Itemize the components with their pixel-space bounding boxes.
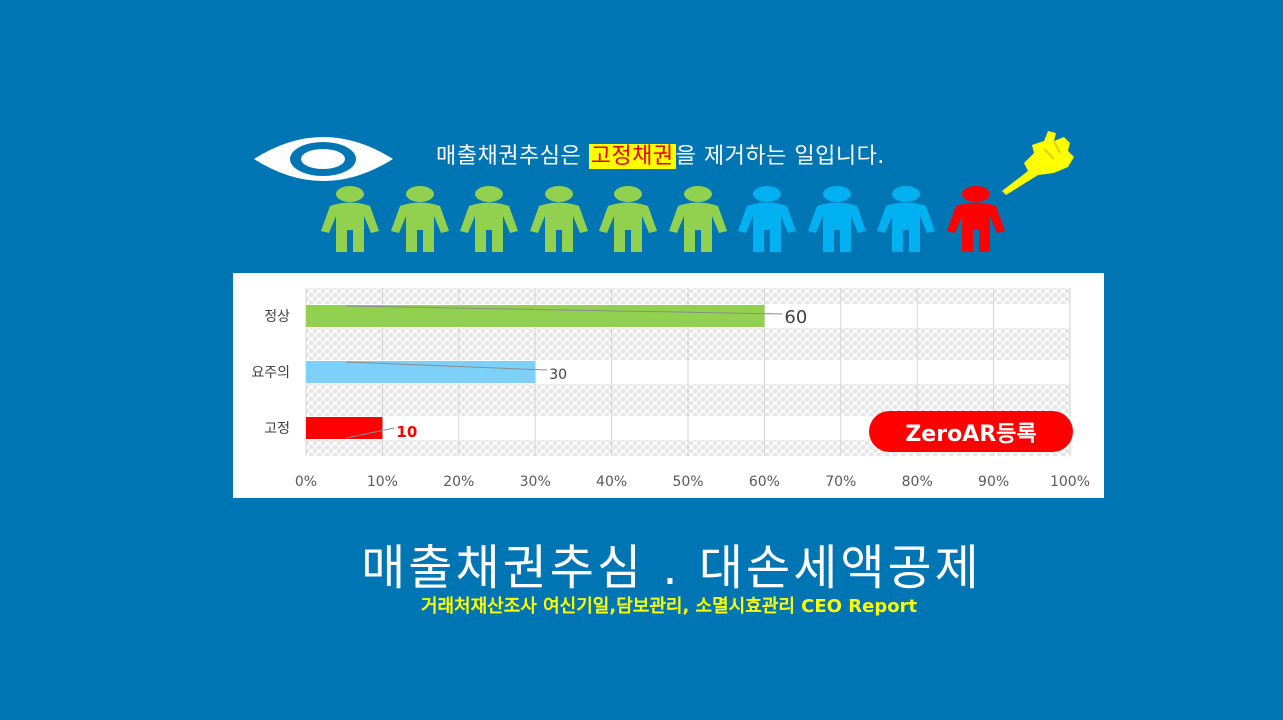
leader-line bbox=[345, 305, 783, 315]
leader-line bbox=[345, 427, 395, 439]
person-icon bbox=[460, 186, 518, 252]
person-icon bbox=[668, 186, 727, 252]
person-icon bbox=[599, 186, 657, 252]
zeroar-register-label: ZeroAR등록 bbox=[905, 421, 1037, 447]
x-tick-label: 30% bbox=[520, 474, 551, 490]
person-icon bbox=[946, 186, 1005, 252]
x-tick-label: 60% bbox=[749, 474, 780, 490]
category-label: 정상 bbox=[264, 309, 290, 325]
x-tick-label: 90% bbox=[978, 474, 1009, 490]
x-tick-label: 0% bbox=[295, 474, 317, 490]
leader-line bbox=[345, 361, 548, 371]
person-icon bbox=[321, 186, 379, 252]
x-tick-label: 100% bbox=[1050, 474, 1090, 490]
person-icon bbox=[807, 186, 866, 252]
people-row bbox=[320, 186, 1010, 254]
x-tick-label: 50% bbox=[672, 474, 703, 490]
data-label: 10 bbox=[396, 423, 417, 441]
headline-before: 매출채권추심은 bbox=[436, 144, 589, 169]
category-label: 요주의 bbox=[251, 365, 290, 381]
subtitle: 거래처재산조사 여신기일,담보관리, 소멸시효관리 CEO Report bbox=[420, 596, 918, 617]
bar bbox=[306, 361, 536, 383]
headline: 매출채권추심은 고정채권을 제거하는 일입니다. bbox=[436, 138, 885, 170]
person-icon bbox=[529, 186, 588, 252]
zeroar-register-button[interactable]: ZeroAR등록 bbox=[869, 411, 1073, 452]
x-tick-label: 80% bbox=[902, 474, 933, 490]
x-tick-label: 10% bbox=[367, 474, 398, 490]
x-tick-label: 20% bbox=[443, 474, 474, 490]
data-label: 60 bbox=[784, 307, 807, 328]
person-icon bbox=[390, 186, 449, 252]
main-title: 매출채권추심 . 대손세액공제 bbox=[361, 540, 982, 596]
eye-icon bbox=[254, 137, 393, 181]
person-icon bbox=[738, 186, 796, 252]
bar-chart-svg: 0% 10% 20% 30% 40% 50% 60% 70% 80% 90% 100% 정상요주의고정… bbox=[251, 288, 1090, 490]
person-icon bbox=[877, 186, 935, 252]
headline-highlight: 고정채권 bbox=[588, 144, 676, 169]
bar bbox=[306, 417, 383, 439]
x-tick-label: 40% bbox=[596, 474, 627, 490]
x-tick-label: 70% bbox=[825, 474, 856, 490]
data-label: 30 bbox=[549, 367, 567, 383]
pointing-hand-icon bbox=[1002, 131, 1074, 195]
category-label: 고정 bbox=[264, 421, 290, 437]
bar bbox=[306, 305, 765, 327]
headline-after: 을 제거하는 일입니다. bbox=[675, 144, 885, 169]
